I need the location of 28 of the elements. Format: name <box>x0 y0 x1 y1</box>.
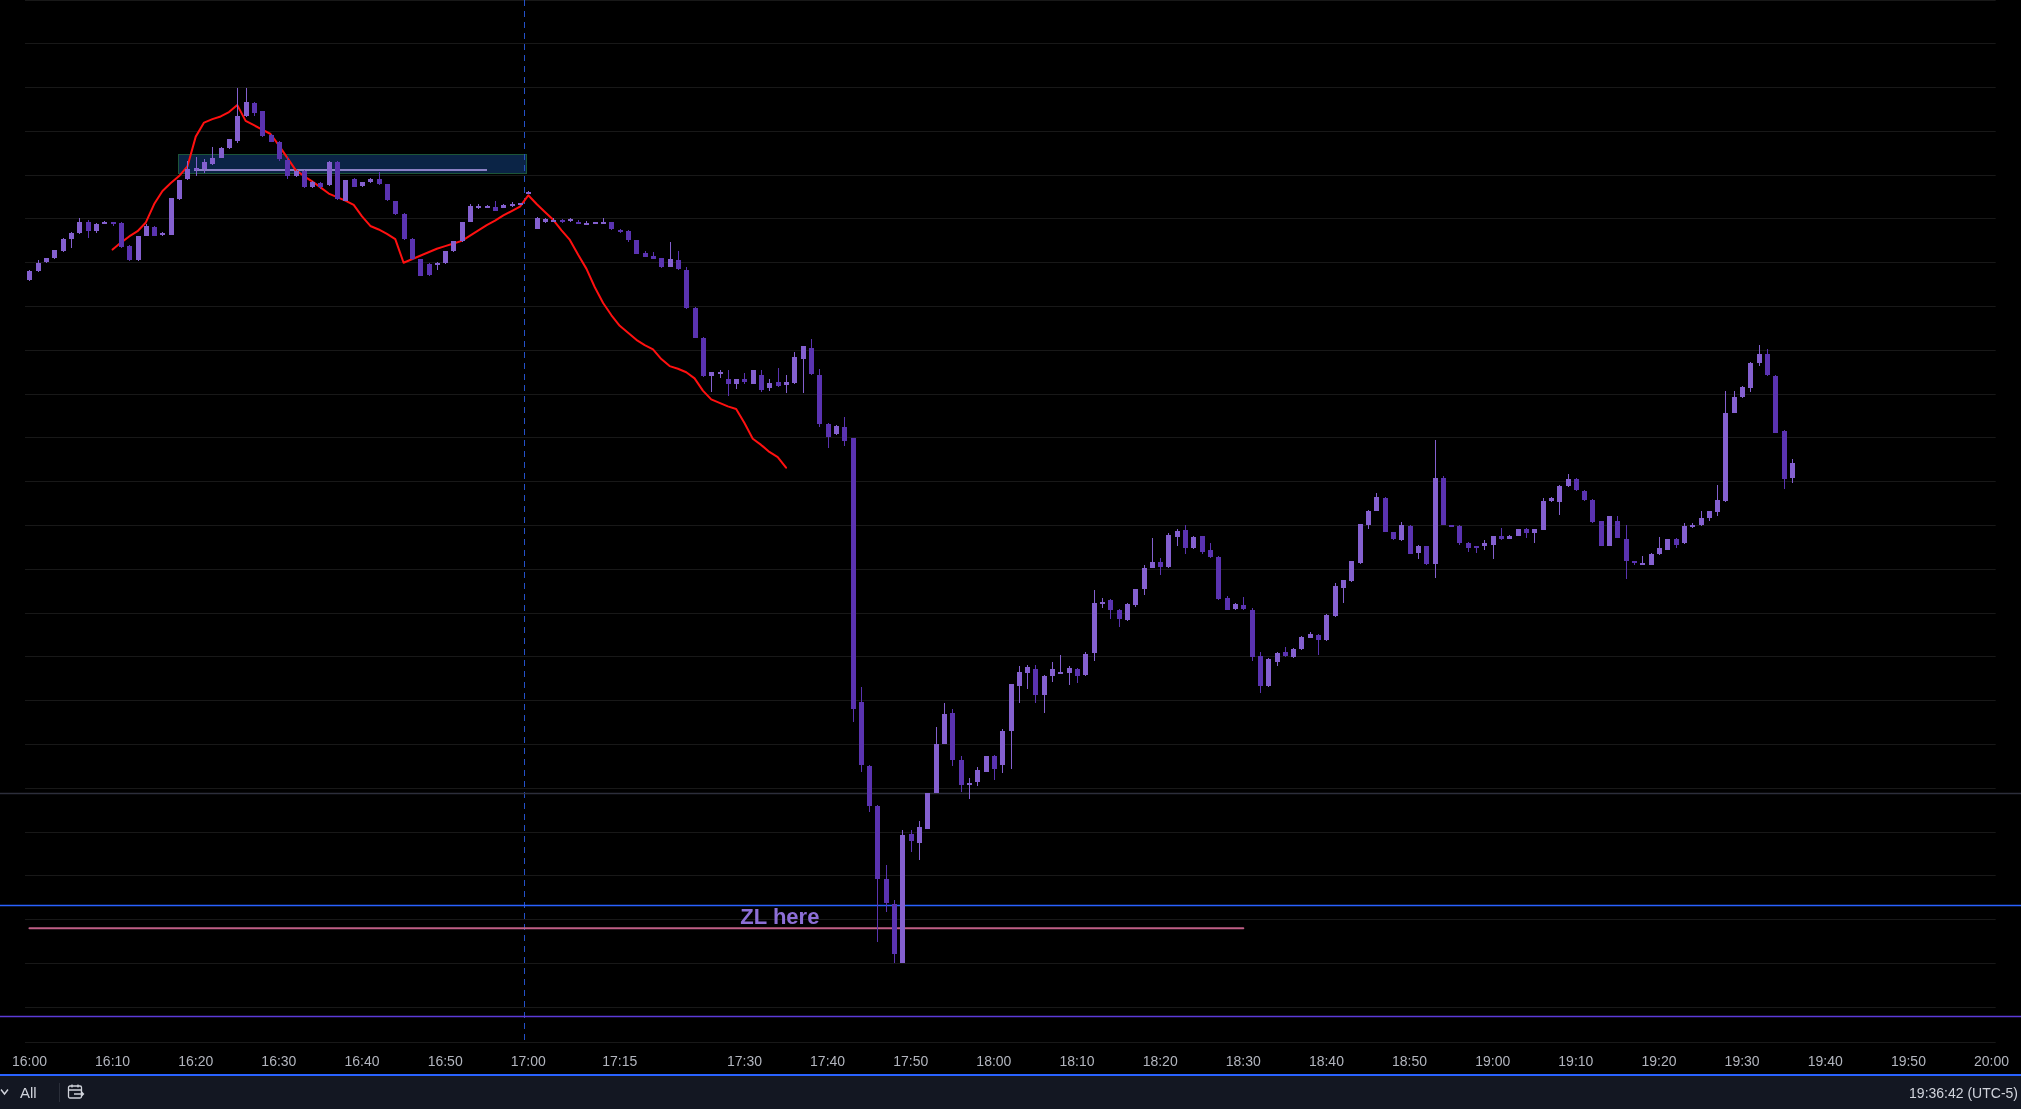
x-tick-label: 19:20 <box>1641 1053 1677 1070</box>
x-tick-label: 17:15 <box>602 1053 638 1070</box>
x-tick-label: 19:10 <box>1558 1053 1594 1070</box>
x-tick-label: 16:30 <box>261 1053 297 1070</box>
text: 19:36:42 (UTC-5) <box>1909 1084 2018 1102</box>
annotation: ZL here <box>740 904 820 930</box>
x-tick-label: 19:50 <box>1890 1053 1927 1070</box>
x-tick-label: 17:30 <box>726 1053 763 1070</box>
x-tick-label: 17:00 <box>510 1053 547 1070</box>
x-tick-label: 16:20 <box>178 1053 214 1070</box>
x-tick-label: 19:00 <box>1475 1053 1511 1070</box>
x-tick-label: 18:00 <box>976 1053 1012 1070</box>
x-tick-label: 18:40 <box>1308 1053 1345 1070</box>
text: All <box>20 1084 37 1102</box>
candlestick <box>967 778 972 799</box>
x-tick-label: 16:40 <box>344 1053 380 1070</box>
x-tick-label: 20:00 <box>1974 1053 2010 1070</box>
x-tick-label: 18:50 <box>1392 1053 1428 1070</box>
x-tick-label: 16:10 <box>95 1053 131 1070</box>
x-tick-label: 19:40 <box>1807 1053 1843 1070</box>
x-tick-label: 18:20 <box>1142 1053 1178 1070</box>
x-tick-label: 18:30 <box>1225 1053 1262 1070</box>
x-tick-label: 17:40 <box>810 1053 846 1070</box>
x-tick-label: 16:50 <box>427 1053 463 1070</box>
x-tick-label: 19:30 <box>1724 1053 1760 1070</box>
x-tick-label: 17:50 <box>893 1053 929 1070</box>
x-tick-label: 16:00 <box>11 1053 48 1070</box>
x-tick-label: 18:10 <box>1059 1053 1095 1070</box>
